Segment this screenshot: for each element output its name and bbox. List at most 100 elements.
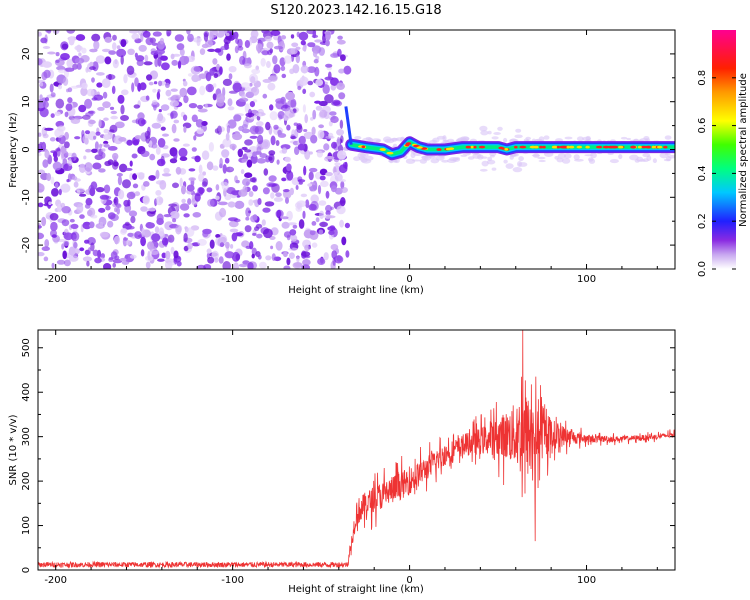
ridge-hotspot: [569, 145, 575, 149]
noise-speckle: [111, 85, 116, 95]
noise-speckle: [132, 173, 138, 181]
noise-speckle: [116, 207, 120, 215]
noise-speckle: [304, 149, 311, 160]
noise-speckle: [57, 84, 63, 90]
noise-speckle: [302, 104, 306, 113]
noise-speckle: [163, 167, 170, 174]
noise-speckle: [298, 31, 309, 41]
noise-speckle: [285, 197, 289, 204]
noise-speckle: [112, 262, 116, 268]
noise-speckle: [81, 47, 87, 54]
noise-speckle: [62, 77, 69, 86]
noise-speckle: [227, 106, 235, 111]
noise-speckle: [339, 219, 344, 228]
noise-speckle: [38, 132, 42, 137]
noise-speckle: [230, 244, 234, 249]
ridge-halo: [626, 137, 631, 141]
ridge-hotspot: [551, 145, 557, 149]
noise-speckle: [334, 162, 341, 166]
noise-speckle: [121, 89, 129, 96]
noise-speckle: [103, 184, 111, 194]
noise-speckle: [139, 82, 147, 91]
noise-speckle: [89, 187, 96, 197]
noise-speckle: [340, 54, 346, 62]
spectrogram-x-label: Height of straight line (km): [288, 285, 424, 296]
ridge-hotspot: [651, 145, 656, 149]
noise-speckle: [150, 50, 158, 56]
ridge-halo: [554, 156, 559, 160]
noise-speckle: [179, 203, 190, 211]
noise-speckle: [250, 76, 256, 84]
ridge-halo: [664, 135, 672, 140]
noise-speckle: [284, 156, 292, 163]
noise-speckle: [330, 77, 339, 86]
noise-speckle: [170, 88, 178, 92]
ridge-hotspot: [533, 145, 539, 149]
ridge-hotspot: [556, 145, 560, 149]
noise-speckle: [67, 87, 73, 93]
noise-speckle: [256, 146, 262, 154]
ridge-halo: [543, 135, 550, 140]
noise-speckle: [95, 131, 101, 136]
noise-speckle: [268, 150, 276, 156]
noise-speckle: [241, 158, 248, 163]
noise-speckle: [213, 73, 219, 79]
snr-x-tick-label: 100: [577, 575, 596, 586]
noise-speckle: [317, 258, 326, 265]
snr-y-ticks: 0 100 200 300 400 500: [21, 338, 675, 573]
noise-speckle: [47, 51, 56, 55]
noise-speckle: [103, 144, 110, 148]
noise-speckle: [248, 191, 254, 197]
noise-speckle: [120, 55, 124, 65]
noise-speckle: [269, 104, 274, 111]
noise-speckle: [108, 73, 112, 81]
noise-speckle: [186, 30, 191, 35]
noise-speckle: [206, 161, 214, 171]
snr-series-line: [38, 330, 675, 569]
noise-speckle: [198, 73, 208, 79]
noise-speckle: [54, 128, 64, 138]
noise-speckle: [232, 133, 243, 141]
noise-speckle: [142, 195, 150, 205]
noise-speckle: [325, 172, 333, 177]
colorbar-tick-label: 0.8: [697, 70, 708, 86]
noise-speckle: [314, 66, 320, 77]
noise-speckle: [82, 134, 89, 144]
ridge-halo: [447, 138, 455, 142]
noise-speckle: [85, 197, 93, 206]
ridge-onset: [344, 106, 353, 145]
ridge-hotspot: [386, 151, 394, 155]
noise-speckle: [325, 135, 335, 139]
noise-speckle: [60, 202, 66, 208]
noise-speckle: [121, 260, 130, 265]
noise-speckle: [310, 200, 319, 211]
noise-speckle: [55, 182, 59, 189]
noise-speckle: [107, 220, 114, 228]
noise-speckle: [302, 259, 311, 266]
noise-speckle: [182, 143, 190, 147]
noise-speckle: [64, 67, 75, 72]
noise-speckle: [340, 197, 346, 207]
noise-speckle: [49, 213, 59, 221]
noise-speckle: [226, 124, 231, 134]
noise-speckle: [58, 69, 66, 74]
noise-speckle: [219, 207, 227, 218]
noise-speckle: [252, 232, 257, 236]
noise-speckle: [38, 58, 43, 66]
noise-speckle: [302, 46, 307, 52]
noise-speckle: [61, 219, 70, 227]
noise-speckle: [136, 59, 144, 67]
noise-speckle: [259, 261, 267, 269]
noise-speckle: [313, 59, 319, 64]
noise-speckle: [261, 139, 271, 150]
noise-speckle: [135, 172, 145, 177]
noise-speckle: [158, 80, 163, 87]
noise-speckle: [123, 237, 129, 241]
ridge-halo: [487, 156, 493, 162]
noise-speckle: [296, 124, 303, 134]
noise-speckle: [289, 229, 297, 236]
noise-speckle: [273, 45, 284, 50]
noise-speckle: [311, 221, 317, 226]
noise-speckle: [126, 191, 136, 200]
noise-speckle: [260, 57, 266, 67]
